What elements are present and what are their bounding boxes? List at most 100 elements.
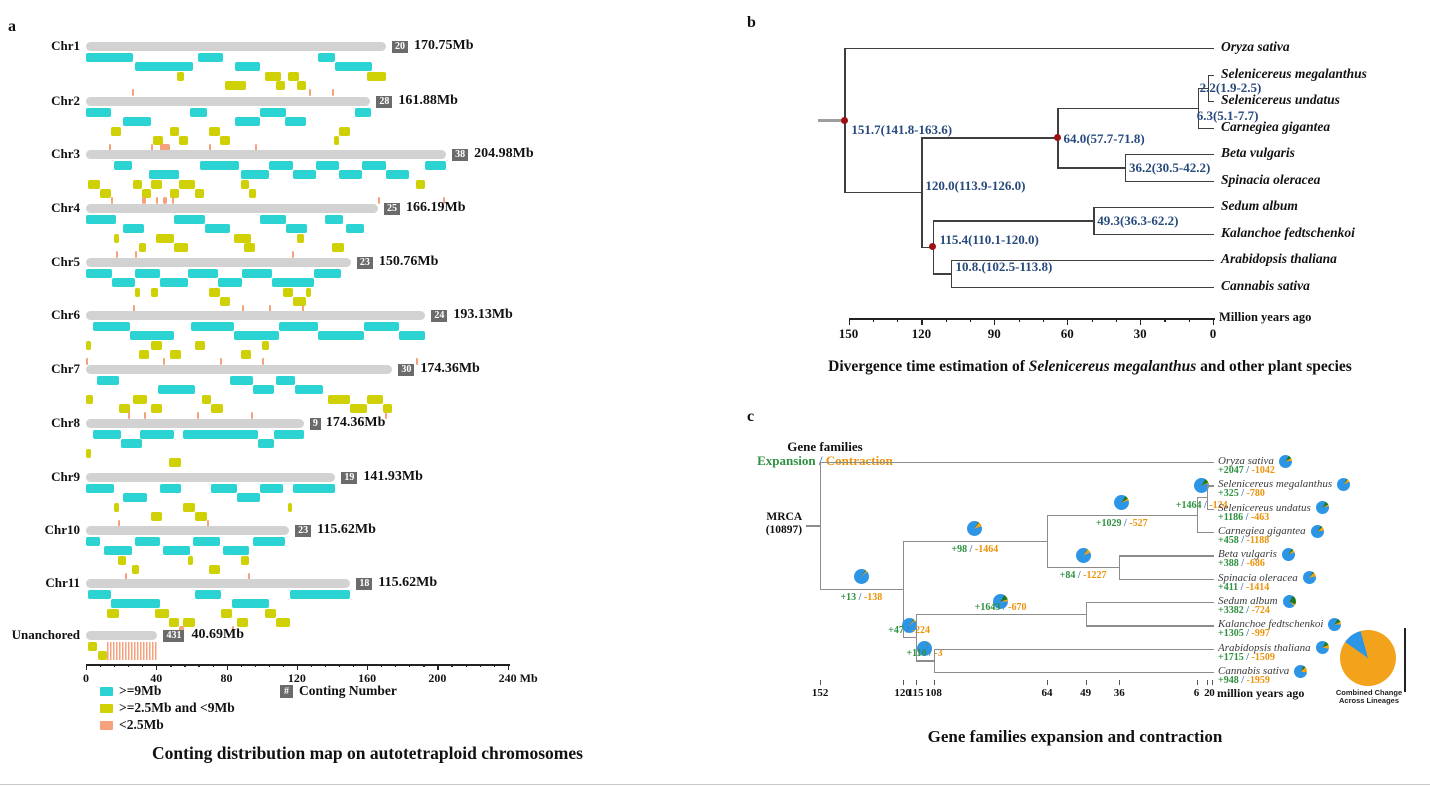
count-part: -670 [1008, 601, 1027, 613]
contig-segment [121, 439, 143, 448]
species-tip-row: Spinacia oleracea [1218, 571, 1316, 585]
species-tip-label: Carnegiea gigantea [1218, 525, 1306, 538]
tree-branch-horizontal [921, 246, 934, 249]
panel-a-axis-tick [437, 664, 439, 670]
count-part: / [1243, 628, 1252, 640]
legend-item-small-contig: <2.5Mb [100, 717, 164, 732]
count-part: +84 [1059, 570, 1076, 582]
contig-segment [205, 224, 231, 233]
count-part: +388 [1218, 558, 1239, 570]
chromosome-bar [86, 365, 393, 374]
panel-c-axis-tick [1047, 680, 1048, 685]
panel-b-caption: Divergence time estimation of Selenicere… [750, 358, 1430, 376]
count-part: +110 [906, 648, 927, 660]
contig-segment [384, 412, 387, 419]
chromosome-size-label: 40.69Mb [191, 627, 244, 642]
gene-tree-horizontal [915, 613, 1087, 615]
contig-segment [110, 599, 160, 608]
species-tip-label: Selenicereus megalanthus [1221, 65, 1367, 81]
legend-label: >=9Mb [119, 683, 162, 698]
gene-tree-horizontal [1196, 497, 1208, 499]
count-part: / [1238, 535, 1247, 547]
legend-pie-chart [1340, 630, 1396, 686]
contig-segment [135, 251, 138, 258]
count-part: -997 [1251, 628, 1270, 640]
contig-segment [140, 430, 174, 439]
species-expansion-contraction-counts: +388 / -686 [1218, 558, 1265, 569]
gene-tree-horizontal [820, 462, 1214, 464]
contig-segment [259, 215, 287, 224]
panel-c-axis-unit-label: million years ago [1217, 686, 1305, 700]
chromosome-size-label: 166.19Mb [405, 200, 466, 215]
panel-c-axis-tick-label: 0 [1209, 687, 1215, 699]
panel-c-axis-tick [1119, 680, 1121, 685]
contig-segment [124, 573, 127, 580]
panel-c-axis-tick-label: 64 [1041, 687, 1053, 699]
contig-segment [219, 358, 222, 365]
count-part: / [856, 591, 864, 603]
contig-count-badge: 20 [392, 41, 408, 53]
contig-segment [117, 556, 127, 565]
species-tip-label: Cannabis sativa [1218, 665, 1290, 678]
contig-segment [142, 197, 146, 204]
panel-c-caption: Gene families expansion and contraction [927, 727, 1223, 746]
contig-segment [96, 376, 120, 385]
contig-segment [275, 618, 290, 627]
chromosome-label: Chr4 [51, 200, 80, 215]
species-expansion-contraction-counts: +3382 / -724 [1218, 605, 1270, 616]
contig-segment [244, 243, 255, 252]
contig-segment [163, 546, 190, 555]
panel-c-header: Gene families Expansion / Contraction [740, 440, 910, 468]
contig-segment [210, 404, 224, 413]
count-part: +1715 [1218, 651, 1244, 663]
contig-segment [170, 127, 180, 136]
contig-segment [159, 278, 188, 287]
count-part: +1643 [974, 601, 1001, 613]
contig-segment [151, 341, 162, 350]
contig-segment [208, 288, 220, 297]
contig-segment [235, 117, 260, 126]
contig-segment [363, 322, 399, 331]
divergence-time-label: 49.3(36.3-62.2) [1097, 213, 1179, 229]
chromosome-bar [86, 473, 336, 482]
species-pie-chart [1337, 477, 1351, 491]
count-part: +47 [888, 625, 904, 637]
species-tip-label: Cannabis sativa [1221, 277, 1310, 293]
panel-a-axis-tick [100, 664, 102, 667]
contig-segment [289, 590, 350, 599]
contig-segment [268, 161, 294, 170]
contig-segment [152, 136, 164, 145]
contig-segment [151, 404, 162, 413]
panel-b-axis-tick [1018, 318, 1020, 322]
contig-segment [86, 395, 94, 404]
panel-b-letter: b [747, 14, 756, 31]
contig-segment [219, 297, 231, 306]
divergence-node-dot [1053, 133, 1061, 141]
panel-b-axis-tick [921, 318, 923, 325]
contig-segment [108, 144, 111, 151]
panel-a-axis-tick [198, 664, 200, 667]
chromosome-label: Chr9 [51, 469, 80, 484]
contig-segment [159, 144, 171, 151]
count-part: -138 [863, 591, 883, 603]
contig-segment [107, 609, 120, 618]
node-expansion-contraction-counts: +47 / -224 [849, 625, 969, 636]
contig-segment [156, 197, 159, 204]
node-pie-chart [917, 640, 933, 656]
count-part: -463 [1250, 511, 1270, 523]
species-tip-label: Selenicereus undatus [1218, 501, 1311, 514]
panel-c-axis-tick [915, 680, 917, 685]
contig-count-badge: 18 [356, 578, 373, 590]
panel-a-axis-tick-label: 200 [428, 671, 447, 685]
panel-c-axis-tick-label: 108 [925, 687, 942, 699]
legend-label: <2.5Mb [119, 717, 164, 732]
contig-segment [316, 161, 339, 170]
contig-count-badge: 38 [452, 149, 469, 161]
count-part: +458 [1218, 535, 1239, 547]
contig-segment [114, 234, 120, 243]
panel-a-axis-tick [310, 664, 313, 667]
species-pie-chart [1302, 571, 1316, 585]
gene-tree-vertical [1206, 485, 1209, 510]
contig-segment [442, 197, 445, 204]
contig-segment [317, 331, 364, 340]
